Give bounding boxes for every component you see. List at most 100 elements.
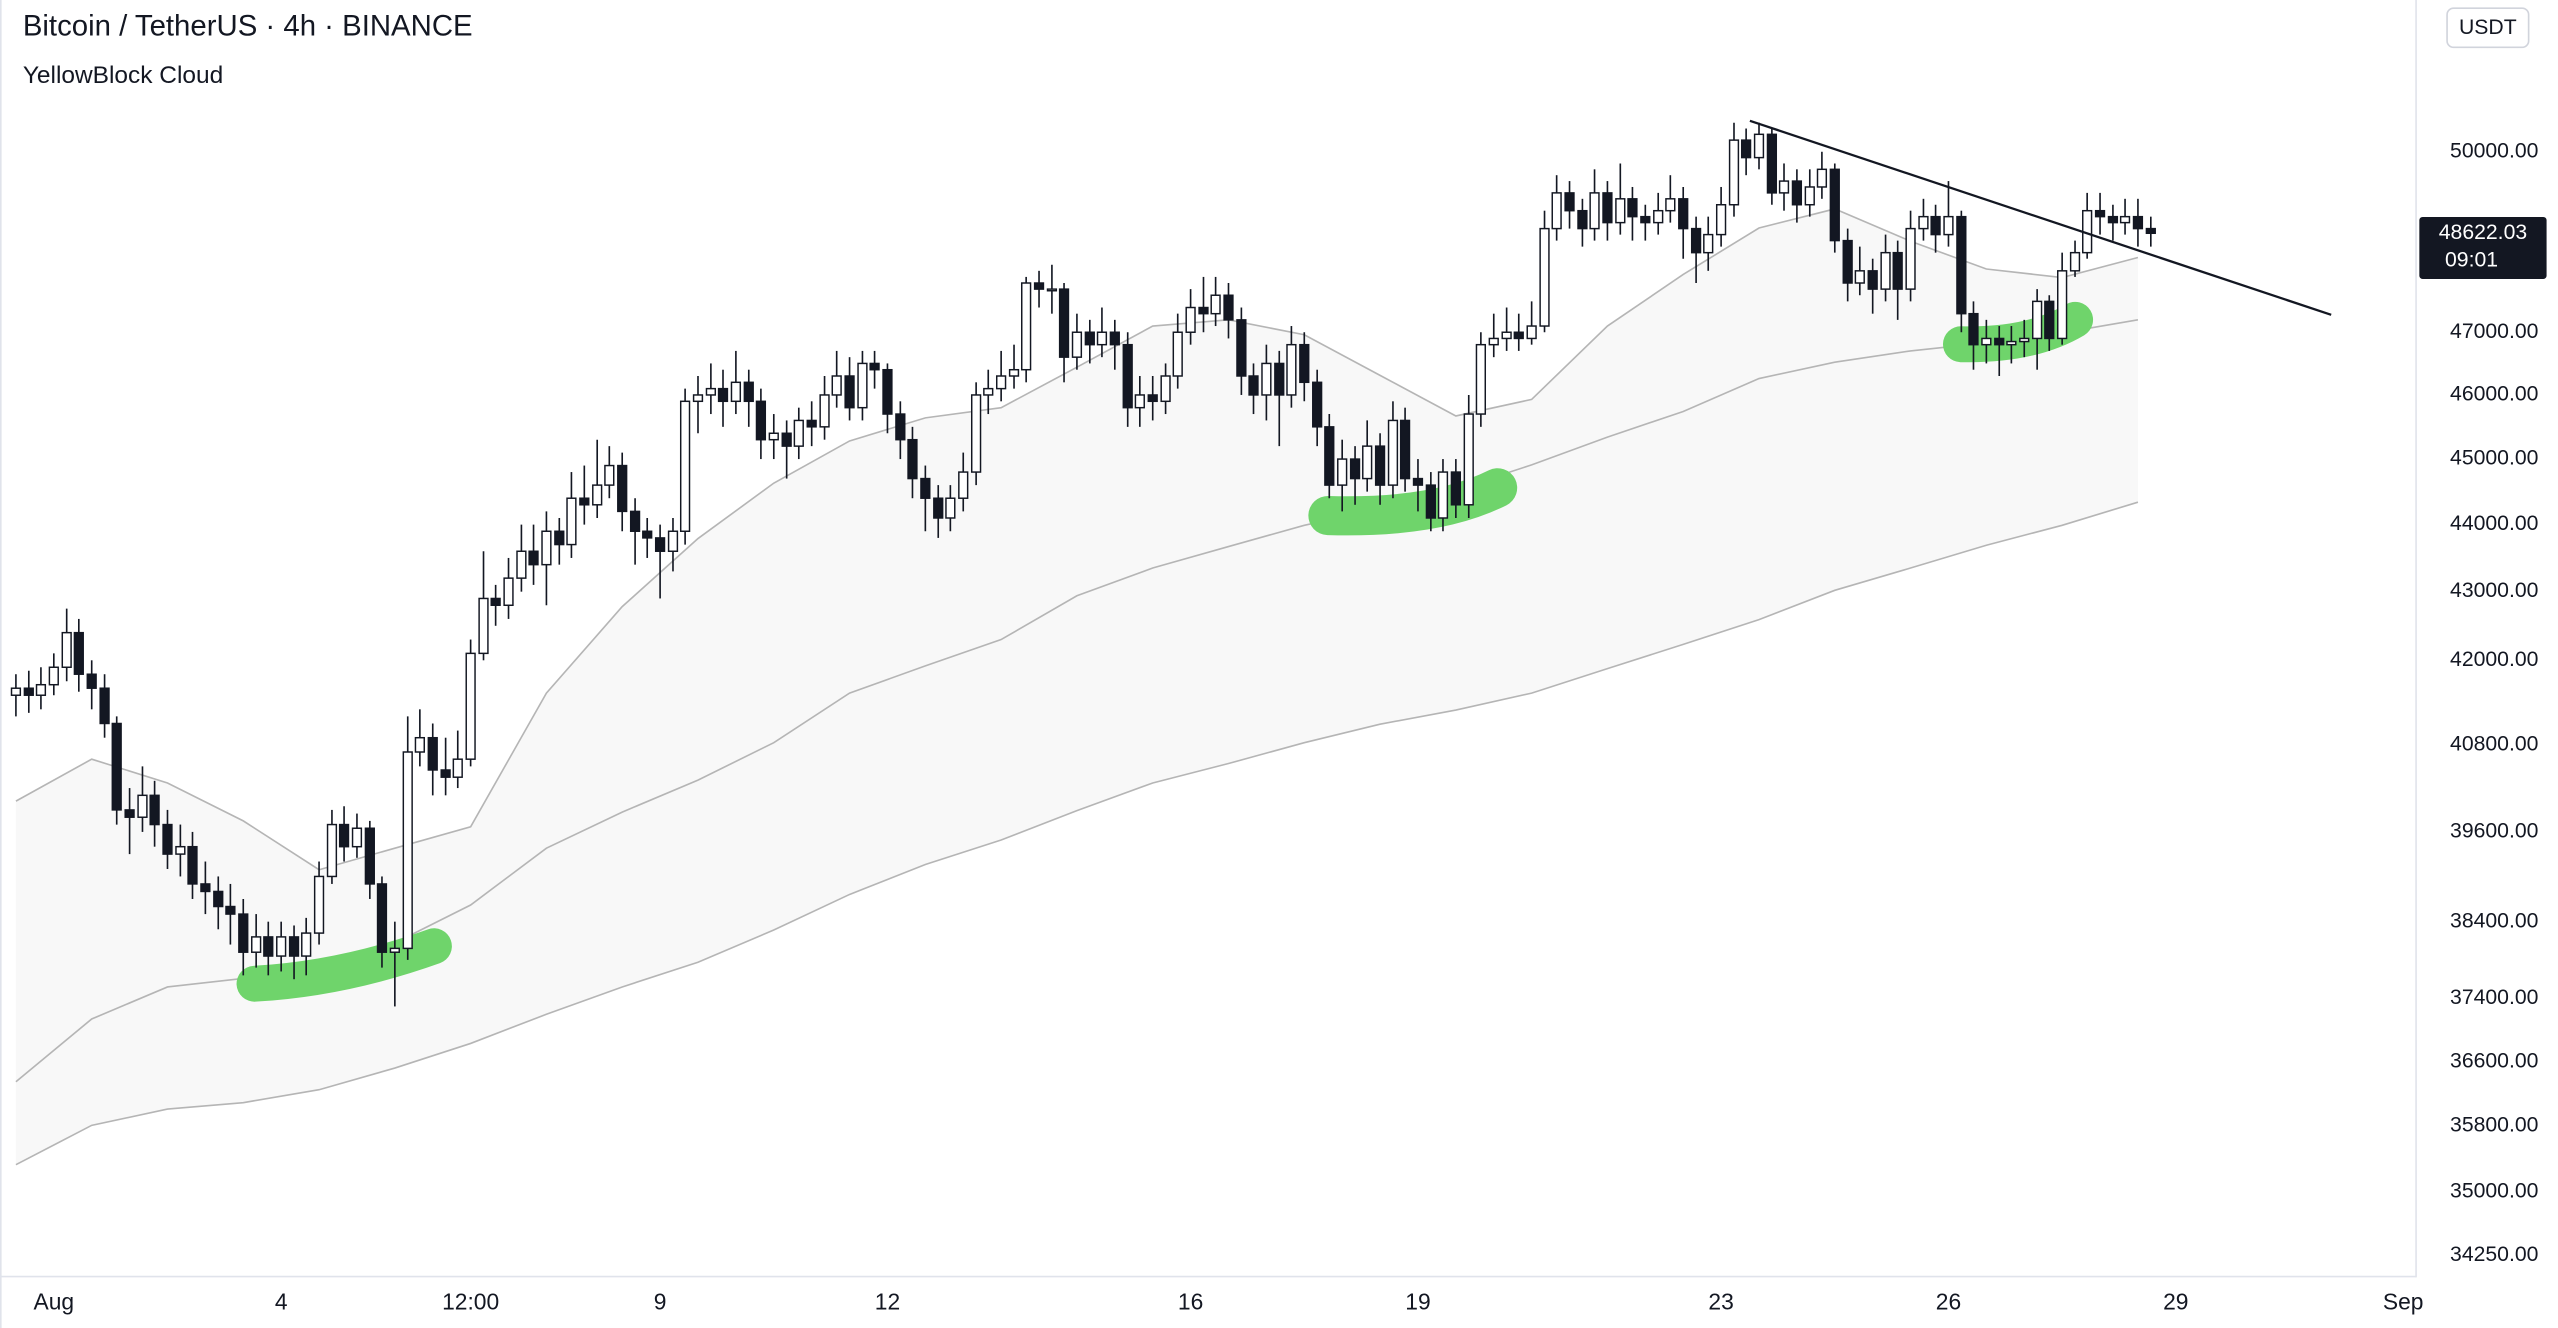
x-tick-label: Sep <box>2383 1289 2424 1315</box>
candle-body <box>1312 381 1323 428</box>
candle-body <box>465 652 476 760</box>
bar-countdown: 09:01 <box>2445 249 2498 272</box>
candle-body <box>667 530 679 552</box>
time-axis-panel <box>0 1277 2417 1328</box>
y-tick-label: 39600.00 <box>2450 820 2538 843</box>
candle-body <box>692 394 704 403</box>
currency-label[interactable]: USDT <box>2459 16 2517 39</box>
candle-body <box>920 477 931 499</box>
y-tick-label: 35800.00 <box>2450 1114 2538 1137</box>
candle-body <box>528 550 539 566</box>
candle-body <box>1880 251 1891 290</box>
candle-body <box>604 464 615 486</box>
candle-body <box>503 577 514 607</box>
x-tick-label: 4 <box>275 1289 288 1315</box>
indicator-name: YellowBlock Cloud <box>23 62 223 89</box>
candle-body <box>1299 343 1310 384</box>
candle-body <box>1488 337 1499 346</box>
candle-body <box>1122 343 1133 409</box>
y-tick-label: 46000.00 <box>2450 383 2538 406</box>
candle-body <box>288 936 300 957</box>
candle-body <box>1627 198 1638 218</box>
x-tick-label: 12:00 <box>442 1289 499 1315</box>
candle-body <box>755 400 767 441</box>
candle-body <box>617 464 628 513</box>
x-tick-label: 9 <box>654 1289 667 1315</box>
candle-body <box>2019 337 2030 343</box>
candle-body <box>1021 282 1032 371</box>
candle-body <box>2044 300 2055 340</box>
candle-body <box>23 687 34 696</box>
candle-body <box>2107 215 2119 224</box>
candle-body <box>1665 198 1676 212</box>
candle-body <box>1753 133 1765 159</box>
candle-body <box>793 419 804 447</box>
candle-body <box>276 936 287 957</box>
x-tick-label: 19 <box>1405 1289 1430 1315</box>
candle-body <box>1450 471 1461 506</box>
candle-body <box>1690 227 1702 254</box>
candle-body <box>175 845 186 855</box>
candle-body <box>1602 192 1613 224</box>
candle-body <box>1766 133 1778 194</box>
candle-body <box>1008 368 1020 377</box>
candle-body <box>2145 227 2156 235</box>
candle-body <box>1778 180 1790 194</box>
candle-body <box>440 769 451 778</box>
candle-body <box>1147 394 1158 403</box>
candle-body <box>1551 192 1562 230</box>
candle-body <box>48 666 59 686</box>
candle-body <box>1804 186 1815 206</box>
candle-body <box>1829 168 1840 242</box>
cloud-line <box>15 501 2139 1166</box>
candle-body <box>389 947 400 953</box>
candle-body <box>1198 306 1209 315</box>
candle-body <box>1412 477 1424 486</box>
candle-body <box>111 722 122 811</box>
candle-body <box>1854 270 1865 284</box>
candle-body <box>2006 340 2017 346</box>
x-tick-label: 16 <box>1178 1289 1203 1315</box>
candle-body <box>225 905 236 915</box>
candle-body <box>1374 445 1386 486</box>
x-tick-label: 29 <box>2163 1289 2188 1315</box>
candle-body <box>768 432 779 441</box>
candle-body <box>1236 319 1247 377</box>
highlight <box>1308 468 1518 536</box>
y-tick-label: 42000.00 <box>2450 648 2538 671</box>
candle-body <box>490 597 501 607</box>
candle-body <box>1564 192 1575 212</box>
candle-body <box>263 936 274 957</box>
candle-body <box>1892 251 1903 290</box>
candle-body <box>970 394 982 473</box>
candle-body <box>313 875 325 934</box>
candle-body <box>1046 288 1058 292</box>
candle-body <box>516 550 527 579</box>
y-tick-label: 40800.00 <box>2450 732 2538 755</box>
candle-body <box>187 845 198 885</box>
candle-body <box>579 497 590 506</box>
candle-body <box>1791 180 1803 206</box>
candle-body <box>1033 282 1045 290</box>
x-tick-label: 12 <box>875 1289 900 1315</box>
cloud-fill <box>15 208 2138 1165</box>
candle-body <box>1816 168 1828 188</box>
candle-body <box>2031 300 2043 340</box>
candle-body <box>1501 331 1512 340</box>
candle-body <box>642 530 653 539</box>
candle-body <box>1084 331 1095 346</box>
candle-body <box>402 751 413 950</box>
candle-body <box>1615 198 1626 224</box>
candle-body <box>10 687 22 696</box>
currency-button[interactable] <box>2446 7 2530 49</box>
candle-body <box>933 497 944 519</box>
candle-body <box>301 932 312 957</box>
candle-body <box>1248 375 1259 396</box>
candle-body <box>1994 337 2005 346</box>
candle-body <box>1261 362 1272 396</box>
candle-body <box>882 368 893 415</box>
candle-body <box>1930 215 1941 236</box>
y-tick-label: 45000.00 <box>2450 447 2538 470</box>
y-tick-label: 37400.00 <box>2450 986 2538 1009</box>
